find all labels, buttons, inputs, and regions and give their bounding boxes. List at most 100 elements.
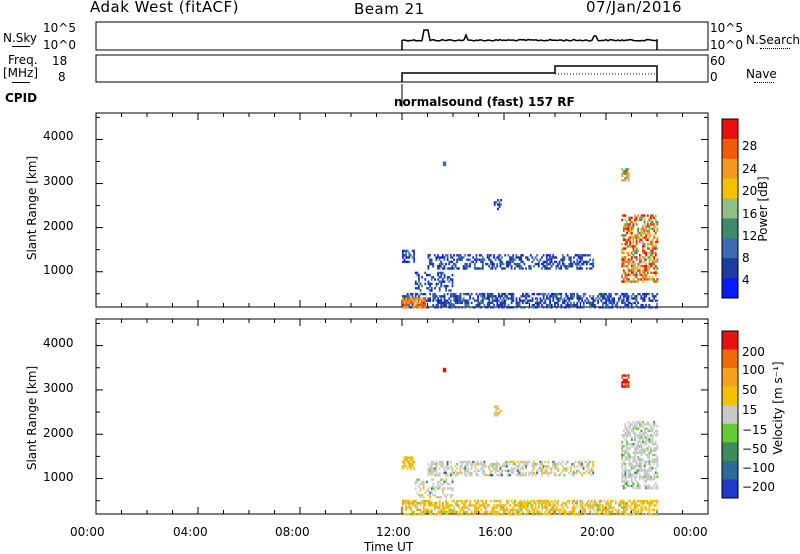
echo-cell — [635, 276, 638, 279]
echo-cell — [619, 297, 622, 300]
echo-cell — [411, 297, 414, 300]
echo-cell — [429, 284, 431, 288]
echo-cell — [576, 471, 579, 475]
echo-cell — [518, 465, 521, 468]
echo-cell — [494, 258, 497, 261]
echo-cell — [418, 278, 420, 281]
echo-cell — [405, 456, 407, 459]
echo-cell — [549, 306, 551, 309]
echo-cell — [550, 260, 553, 264]
echo-cell — [566, 506, 569, 509]
echo-cell — [553, 256, 556, 259]
echo-cell — [541, 460, 543, 464]
echo-cell — [426, 480, 428, 484]
echo-cell — [533, 292, 535, 296]
echo-cell — [469, 258, 471, 261]
echo-cell — [504, 301, 507, 305]
echo-cell — [621, 440, 624, 444]
echo-cell — [640, 460, 643, 463]
echo-cell — [651, 508, 654, 511]
echo-cell — [643, 475, 646, 479]
echo-cell — [430, 513, 433, 516]
velocity-colorbar-segment — [722, 386, 738, 406]
echo-cell — [627, 295, 630, 298]
echo-cell — [459, 499, 462, 503]
echo-cell — [491, 295, 494, 298]
echo-cell — [654, 240, 657, 244]
echo-cell — [426, 510, 428, 514]
echo-cell — [586, 502, 588, 505]
echo-cell — [424, 299, 427, 302]
echo-cell — [619, 499, 622, 503]
echo-cell — [579, 499, 582, 503]
echo-cell — [402, 249, 404, 253]
echo-cell — [573, 292, 575, 296]
echo-cell — [565, 513, 567, 516]
echo-cell — [646, 256, 649, 259]
echo-cell — [653, 245, 656, 248]
echo-cell — [643, 260, 646, 263]
echo-cell — [485, 465, 487, 468]
echo-cell — [402, 502, 404, 505]
echo-cell — [571, 502, 574, 505]
echo-cell — [489, 474, 492, 477]
echo-cell — [445, 301, 447, 305]
echo-cell — [648, 232, 651, 235]
echo-cell — [430, 478, 433, 481]
power-cb-tick-28: 28 — [742, 139, 758, 153]
echo-cell — [646, 420, 649, 424]
echo-cell — [533, 471, 535, 475]
echo-cell — [653, 227, 656, 230]
echo-cell — [565, 292, 567, 296]
echo-cell — [403, 463, 406, 466]
echo-cell — [405, 458, 407, 461]
echo-cell — [512, 297, 515, 300]
echo-cell — [590, 297, 593, 300]
echo-cell — [552, 506, 555, 509]
echo-cell — [429, 262, 431, 266]
echo-cell — [538, 292, 540, 296]
echo-cell — [585, 465, 588, 468]
echo-cell — [488, 303, 491, 307]
echo-cell — [640, 453, 643, 457]
echo-cell — [518, 301, 521, 305]
echo-cell — [627, 225, 630, 228]
echo-cell — [648, 508, 651, 511]
power-colorbar-segment — [722, 218, 738, 239]
echo-cell — [419, 510, 422, 514]
echo-cell — [509, 469, 511, 472]
echo-cell — [517, 301, 519, 305]
echo-cell — [645, 229, 648, 233]
echo-cell — [410, 301, 412, 305]
echo-cell — [640, 214, 643, 217]
echo-cell — [656, 462, 659, 466]
echo-cell — [451, 306, 454, 309]
echo-cell — [627, 447, 630, 450]
echo-cell — [616, 301, 619, 305]
echo-cell — [626, 458, 628, 461]
velocity-echo-patch — [493, 405, 502, 417]
echo-cell — [513, 467, 516, 470]
echo-cell — [653, 431, 656, 435]
echo-cell — [560, 508, 563, 511]
echo-cell — [496, 513, 499, 516]
echo-cell — [402, 256, 404, 259]
echo-cell — [446, 276, 449, 279]
echo-cell — [461, 508, 463, 511]
echo-cell — [576, 306, 579, 309]
echo-cell — [502, 262, 505, 266]
echo-cell — [440, 510, 443, 514]
echo-cell — [592, 262, 595, 266]
echo-cell — [603, 301, 606, 305]
echo-cell — [434, 493, 436, 497]
echo-cell — [491, 465, 494, 468]
echo-cell — [557, 265, 559, 268]
echo-cell — [526, 508, 529, 511]
echo-cell — [526, 504, 529, 507]
echo-cell — [573, 474, 575, 477]
echo-cell — [427, 471, 430, 475]
echo-cell — [622, 179, 625, 182]
echo-cell — [640, 260, 643, 263]
echo-cell — [429, 504, 431, 507]
echo-cell — [421, 510, 423, 514]
